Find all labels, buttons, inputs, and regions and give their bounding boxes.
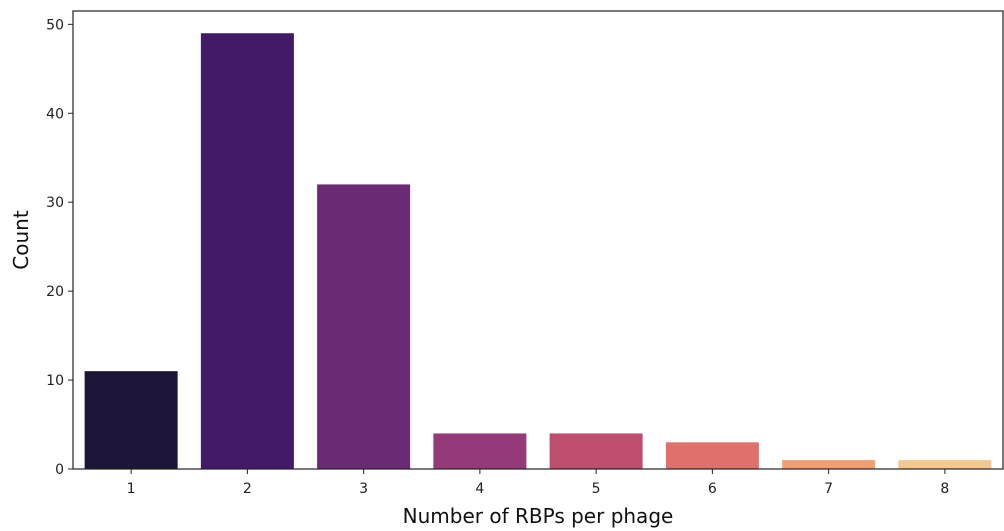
- bar-3: [317, 184, 411, 469]
- x-tick-label: 2: [243, 481, 252, 497]
- y-tick-label: 30: [46, 195, 64, 211]
- x-axis-ticks: 1 2 3 4 5 6 7 8: [127, 469, 949, 497]
- bars-group: [84, 33, 992, 470]
- x-tick-label: 1: [127, 481, 136, 497]
- x-tick-label: 8: [940, 481, 949, 497]
- x-axis-label: Number of RBPs per phage: [403, 504, 674, 528]
- bar-4: [433, 433, 527, 469]
- x-tick-label: 5: [592, 481, 601, 497]
- bar-2: [200, 33, 294, 470]
- y-tick-label: 0: [55, 462, 64, 478]
- y-tick-label: 40: [46, 106, 64, 122]
- y-axis-label: Count: [9, 210, 33, 270]
- bar-8: [898, 460, 992, 469]
- y-axis-ticks: 0 10 20 30 40 50: [46, 17, 73, 478]
- y-tick-label: 20: [46, 284, 64, 300]
- y-tick-label: 10: [46, 373, 64, 389]
- plot-frame: [72, 10, 1004, 470]
- x-tick-label: 6: [708, 481, 717, 497]
- bar-1: [84, 371, 178, 469]
- x-tick-label: 7: [824, 481, 833, 497]
- bar-7: [782, 460, 876, 469]
- y-tick-label: 50: [46, 17, 64, 33]
- bar-6: [665, 442, 759, 469]
- x-tick-label: 3: [359, 481, 368, 497]
- x-tick-label: 4: [475, 481, 484, 497]
- bar-5: [549, 433, 643, 469]
